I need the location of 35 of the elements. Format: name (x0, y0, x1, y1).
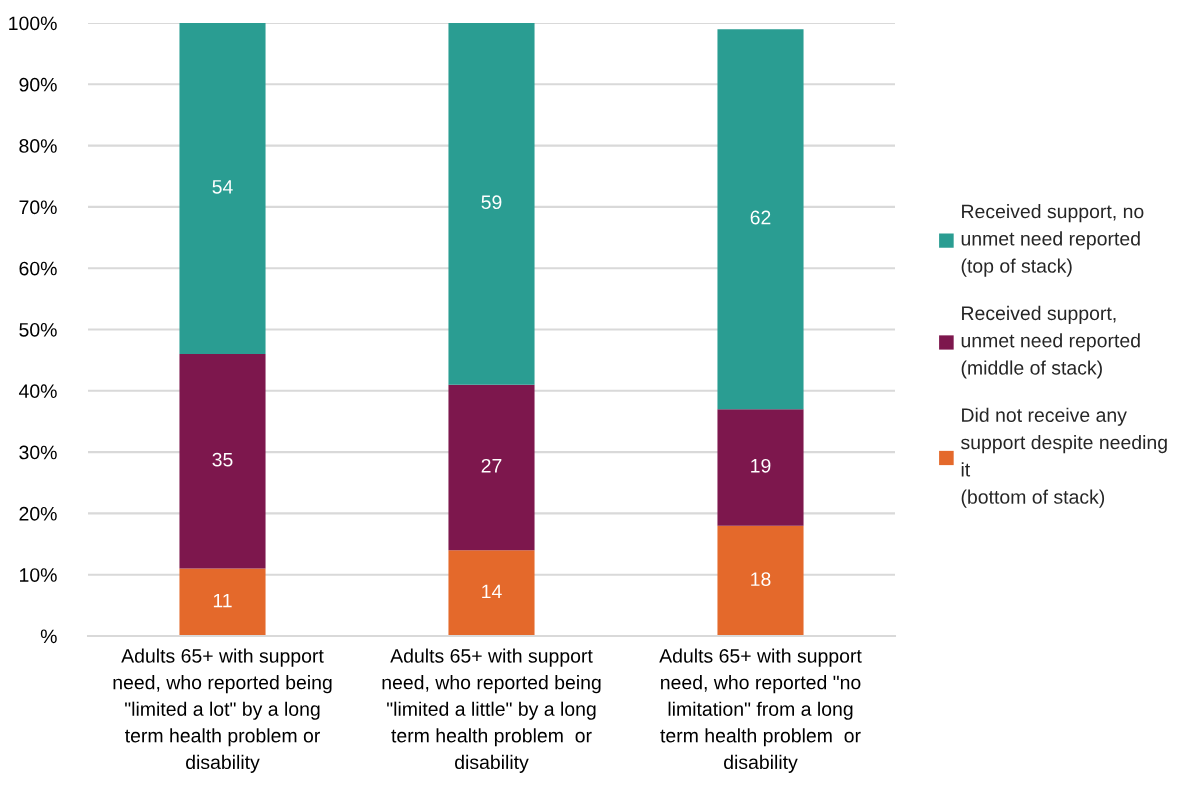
bar (179, 23, 266, 355)
x-tick-label: Adults 65+ with support need, who reported being "limited a little" by a long term health problem or disability (382, 648, 601, 773)
data-label: 27 (481, 458, 502, 473)
data-label: 14 (482, 584, 502, 599)
x-tick-label: Adults 65+ with support need, who reported "no limitation" from a long term health problem or disability (659, 648, 862, 773)
data-label: 35 (212, 452, 233, 467)
y-tick-label: 30% (19, 445, 57, 460)
y-tick-label: % (40, 629, 57, 644)
y-tick-label: 20% (19, 506, 57, 521)
legend-label: Received support, no unmet need reported (top of stack) (961, 204, 1144, 277)
y-tick-label: 10% (20, 568, 57, 582)
data-label: 59 (481, 195, 502, 210)
y-tick-label: 100% (9, 16, 57, 31)
legend-label: Did not receive any support despite needing it (bottom of stack) (961, 407, 1167, 508)
data-label: 62 (750, 210, 771, 225)
bar (448, 550, 535, 636)
bar (717, 409, 804, 526)
y-tick-label: 50% (19, 322, 57, 337)
bar (717, 29, 804, 410)
x-tick-label: Adults 65+ with support need, who reported being "limited a lot" by a long term health problem or disability (113, 648, 332, 773)
y-tick-label: 70% (19, 200, 57, 215)
data-label: 18 (751, 572, 771, 587)
legend-label: Received support, unmet need reported (middle of stack) (961, 305, 1140, 379)
y-tick-label: 80% (19, 139, 57, 153)
y-tick-label: 40% (18, 384, 57, 399)
data-label: 19 (751, 458, 771, 473)
bar (448, 23, 535, 385)
bar (179, 568, 266, 636)
y-tick-label: 90% (19, 77, 57, 92)
data-label: 54 (212, 180, 233, 194)
data-label: 11 (213, 593, 232, 608)
bar (717, 525, 804, 636)
y-tick-label: 60% (19, 261, 57, 276)
bar (448, 384, 535, 551)
bar (179, 354, 266, 569)
